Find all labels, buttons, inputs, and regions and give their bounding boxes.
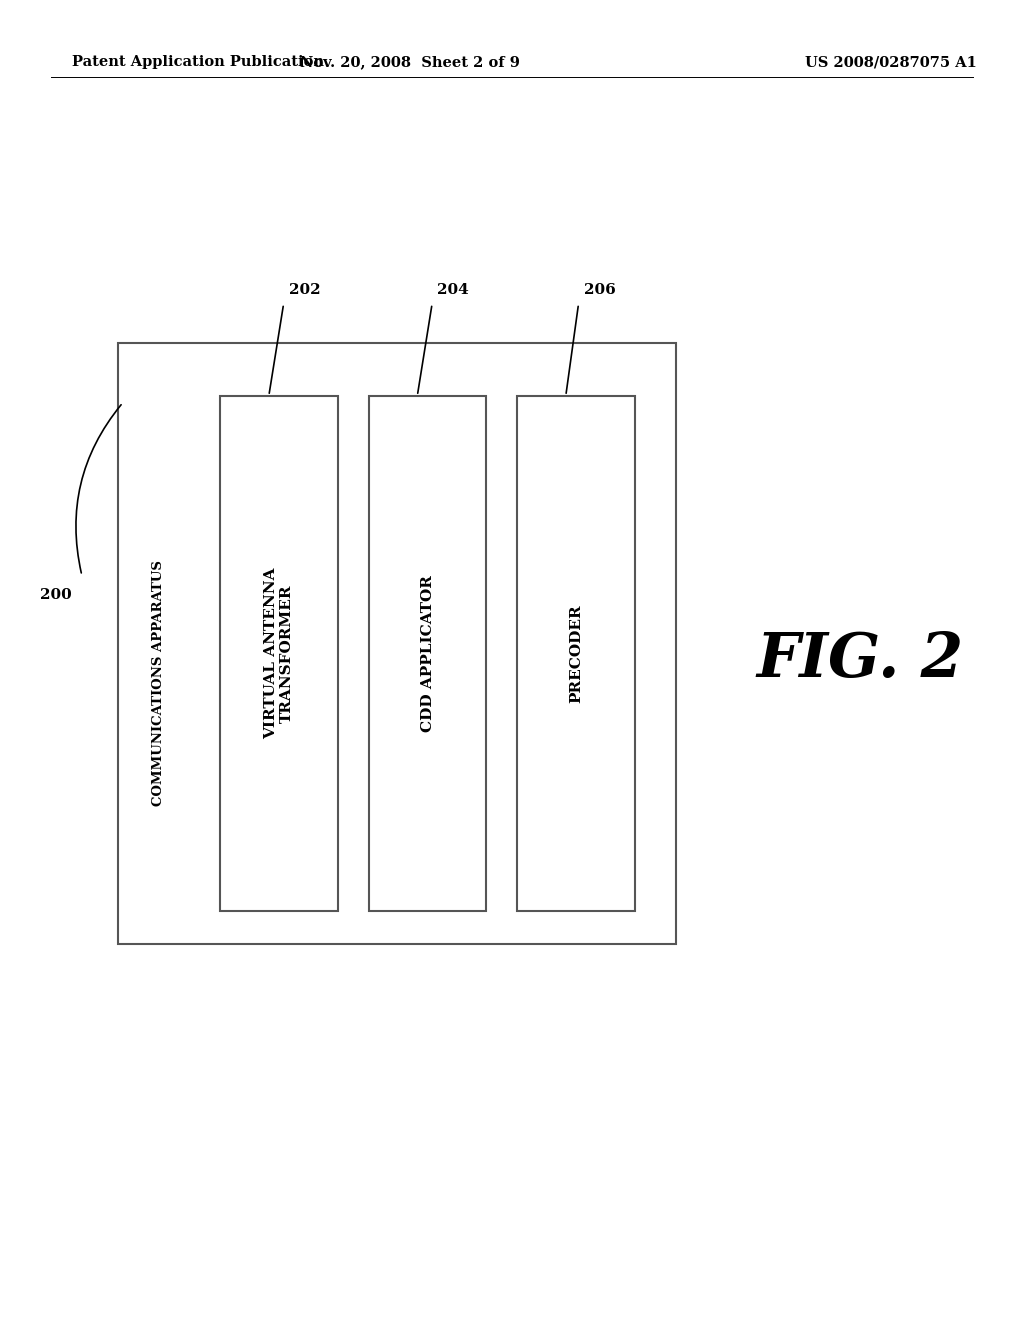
Text: CDD APPLICATOR: CDD APPLICATOR bbox=[421, 576, 434, 731]
Bar bbox=[517, 396, 635, 911]
Bar bbox=[118, 343, 676, 944]
Text: Patent Application Publication: Patent Application Publication bbox=[72, 55, 324, 69]
Text: 200: 200 bbox=[40, 589, 72, 602]
Text: 204: 204 bbox=[437, 282, 469, 297]
Bar bbox=[369, 396, 486, 911]
Text: PRECODER: PRECODER bbox=[569, 605, 583, 702]
Text: FIG. 2: FIG. 2 bbox=[757, 630, 964, 690]
Text: US 2008/0287075 A1: US 2008/0287075 A1 bbox=[805, 55, 977, 69]
Text: COMMUNICATIONS APPARATUS: COMMUNICATIONS APPARATUS bbox=[153, 560, 165, 807]
Bar bbox=[220, 396, 338, 911]
Text: 206: 206 bbox=[584, 282, 615, 297]
Text: 202: 202 bbox=[289, 282, 321, 297]
Text: Nov. 20, 2008  Sheet 2 of 9: Nov. 20, 2008 Sheet 2 of 9 bbox=[300, 55, 519, 69]
Text: VIRTUAL ANTENNA
TRANSFORMER: VIRTUAL ANTENNA TRANSFORMER bbox=[264, 568, 294, 739]
